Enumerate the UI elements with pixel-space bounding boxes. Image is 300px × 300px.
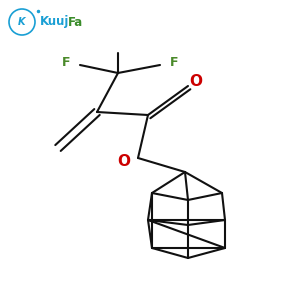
Text: Kuuj: Kuuj [40, 16, 69, 28]
Text: F: F [170, 56, 178, 70]
Text: K: K [18, 17, 26, 27]
Text: O: O [118, 154, 130, 169]
Text: F: F [62, 56, 70, 70]
Text: O: O [190, 74, 202, 89]
Text: Fa: Fa [68, 16, 83, 28]
